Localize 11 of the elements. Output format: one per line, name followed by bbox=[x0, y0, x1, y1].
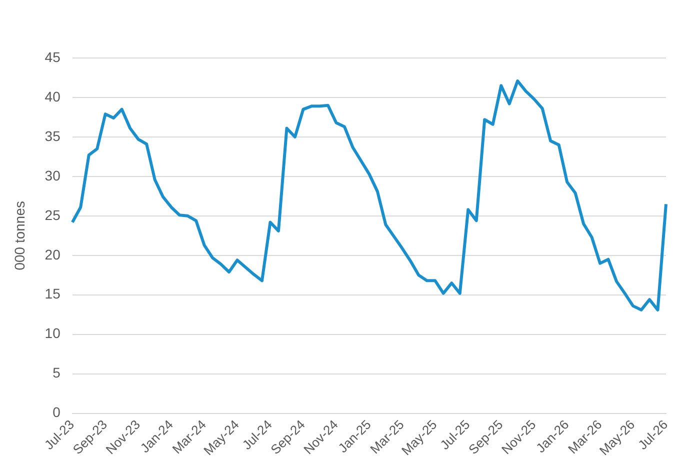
y-tick-label: 5 bbox=[52, 364, 61, 381]
y-axis-title: 000 tonnes bbox=[11, 201, 28, 270]
y-tick-label: 25 bbox=[44, 206, 61, 223]
y-tick-label: 15 bbox=[44, 286, 61, 302]
y-tick-label: 40 bbox=[44, 88, 61, 104]
y-tick-label: 35 bbox=[44, 128, 61, 144]
y-tick-label: 0 bbox=[52, 404, 61, 420]
y-tick-label: 10 bbox=[44, 325, 61, 342]
y-tick-label: 20 bbox=[44, 246, 61, 262]
y-tick-label: 30 bbox=[44, 167, 61, 184]
y-tick-label: 45 bbox=[44, 48, 61, 65]
